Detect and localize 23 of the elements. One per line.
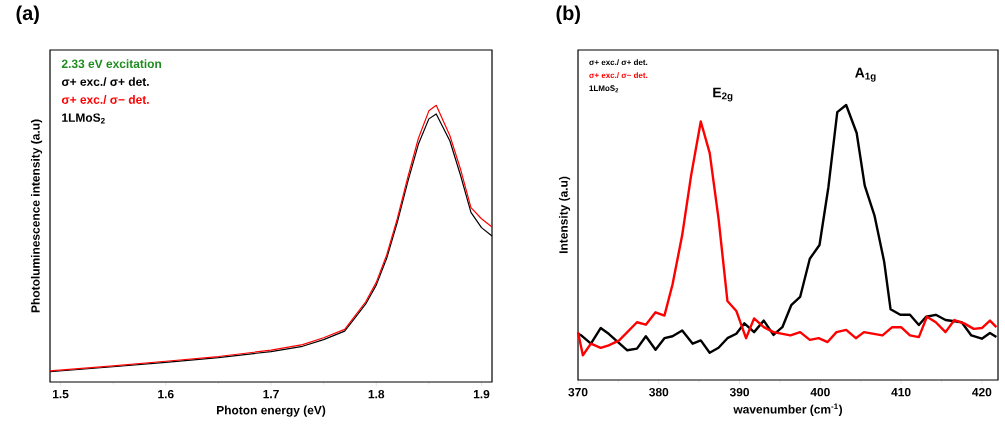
y-axis-title: Photoluminescence intensity (a.u) [30, 119, 43, 313]
x-tick-label: 1.5 [52, 389, 69, 399]
text: σ+ exc./ σ− det. [61, 95, 149, 105]
x-tick-label: 390 [729, 387, 750, 397]
x-tick-label: 1.9 [473, 389, 490, 399]
chart-title: (a) [16, 5, 39, 25]
x-axis-title: wavenumber (cm$^{-1}$) [733, 403, 843, 416]
chart-title: (b) [556, 5, 580, 25]
x-tick-label: 420 [972, 387, 992, 397]
text: 2.33 eV excitation [61, 59, 162, 69]
x-tick-label: 410 [891, 387, 911, 397]
x-tick-label: 380 [649, 387, 669, 397]
x-tick-label: 1.6 [158, 389, 174, 399]
x-axis-title: Photon energy (eV) [217, 405, 326, 417]
x-tick-label: 400 [810, 387, 830, 397]
x-tick-label: 1.8 [368, 389, 385, 399]
text: σ+ exc./ σ+ det. [61, 77, 149, 87]
y-axis-title: Intensity (a.u) [558, 176, 571, 254]
annotation: 1LMoS$_{2}$ [62, 113, 105, 124]
text: A$_{1g}$ [855, 67, 876, 82]
x-tick-label: 370 [568, 387, 588, 397]
x-tick-label: 1.7 [263, 389, 279, 399]
text: E$_{2g}$ [713, 87, 733, 102]
